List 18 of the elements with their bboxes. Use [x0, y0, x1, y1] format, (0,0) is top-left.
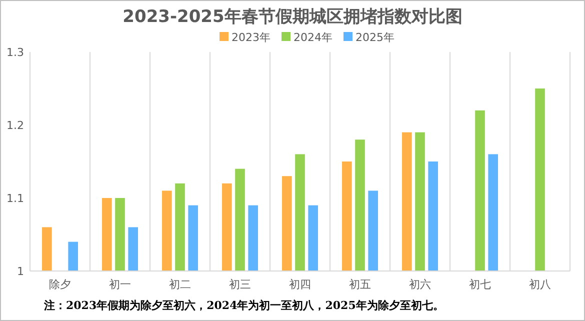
chart-title: 2023-2025年春节假期城区拥堵指数对比图 [122, 7, 462, 27]
x-tick-label: 初六 [409, 278, 431, 291]
text: 注：2023年假期为除夕至初六，2024年为初一至初八，2025年为除夕至初七。 [43, 299, 444, 312]
x-tick-label: 初一 [109, 278, 131, 291]
x-tick-label: 初三 [229, 278, 251, 291]
x-tick-label: 初二 [169, 278, 191, 291]
y-tick-label: 1 [17, 264, 24, 278]
legend-label: 2023年 [232, 31, 270, 44]
x-tick-label: 初四 [289, 278, 311, 291]
y-tick-label: 1.2 [6, 118, 24, 132]
y-tick-label: 1.1 [6, 192, 24, 205]
x-tick-label: 除夕 [49, 278, 71, 291]
x-tick-label: 初七 [469, 278, 491, 291]
x-tick-label: 初八 [529, 278, 551, 291]
legend-label: 2024年 [294, 31, 332, 44]
y-tick-label: 1.3 [6, 46, 24, 59]
legend-label: 2025年 [356, 31, 394, 44]
x-tick-label: 初五 [349, 278, 371, 291]
